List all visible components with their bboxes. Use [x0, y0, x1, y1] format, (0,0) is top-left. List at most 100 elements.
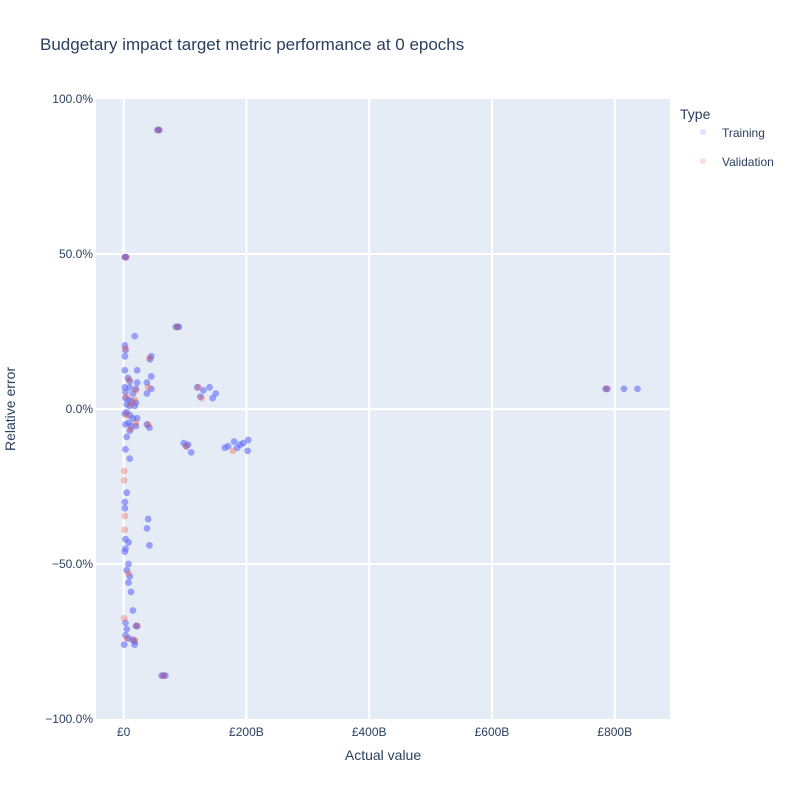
training-point: [123, 489, 131, 497]
legend-label-validation: Validation: [722, 155, 774, 169]
y-tick-label: 50.0%: [59, 247, 93, 261]
training-point: [122, 346, 129, 354]
training-point: [126, 377, 134, 385]
training-point: [133, 414, 141, 422]
training-point: [122, 388, 129, 396]
validation-point: [182, 442, 190, 450]
training-point: [175, 323, 183, 331]
validation-point: [120, 614, 128, 622]
x-axis-label: Actual value: [345, 747, 421, 763]
validation-point: [195, 383, 202, 391]
training-point: [187, 449, 195, 456]
training-point: [126, 573, 134, 580]
x-tick-label: £200B: [229, 725, 264, 739]
training-point: [133, 622, 141, 630]
training-point: [131, 332, 139, 340]
training-point: [126, 402, 134, 410]
training-point: [603, 385, 611, 393]
training-point: [143, 390, 151, 397]
training-point: [126, 427, 134, 435]
training-point: [161, 672, 169, 679]
training-point: [121, 498, 129, 506]
validation-point: [127, 425, 135, 433]
training-point: [131, 641, 139, 648]
training-point: [126, 455, 134, 462]
training-point: [133, 379, 141, 387]
training-point: [146, 424, 153, 431]
training-point: [634, 385, 641, 393]
training-point: [121, 352, 129, 360]
training-point: [200, 387, 207, 394]
legend-marker-training: [700, 129, 706, 135]
validation-point: [144, 421, 152, 428]
validation-point: [131, 396, 139, 404]
validation-point: [132, 387, 140, 394]
x-tick-label: £400B: [352, 725, 387, 739]
gridlines: [96, 99, 670, 719]
training-point: [122, 619, 129, 627]
training-point: [129, 607, 137, 614]
validation-point: [123, 635, 131, 642]
validation-point: [120, 476, 128, 484]
y-axis-label: Relative error: [2, 367, 18, 451]
training-point: [147, 385, 155, 393]
training-point: [230, 438, 238, 445]
validation-point: [122, 253, 129, 261]
y-tick-label: 100.0%: [52, 92, 93, 106]
training-point: [122, 421, 129, 428]
legend-marker-validation: [700, 158, 706, 164]
chart-title: Budgetary impact target metric performan…: [40, 35, 464, 54]
training-point: [146, 542, 153, 549]
training-point: [125, 560, 132, 568]
series-validation: [120, 126, 611, 679]
validation-point: [146, 354, 153, 362]
validation-point: [132, 419, 140, 427]
legend-item-training[interactable]: Training: [700, 126, 765, 140]
training-point: [125, 579, 132, 586]
training-point: [121, 504, 129, 512]
x-tick-label: £0: [117, 725, 131, 739]
training-point: [127, 588, 135, 596]
x-tick-label: £800B: [597, 725, 632, 739]
validation-point: [122, 393, 130, 400]
training-point: [123, 566, 131, 574]
training-point: [123, 433, 131, 441]
training-point: [196, 393, 204, 400]
legend: Type Training Validation: [680, 106, 774, 169]
training-point: [122, 545, 129, 552]
x-tick-label: £600B: [475, 725, 510, 739]
validation-point: [603, 385, 611, 393]
validation-point: [131, 636, 139, 644]
validation-point: [125, 376, 133, 383]
legend-title: Type: [680, 106, 711, 122]
y-tick-label: −50.0%: [52, 557, 93, 571]
validation-point: [198, 394, 205, 402]
training-point: [122, 445, 129, 453]
legend-item-validation[interactable]: Validation: [700, 155, 774, 169]
training-point: [193, 383, 201, 391]
y-tick-label: −100.0%: [45, 712, 93, 726]
training-point: [244, 447, 252, 455]
validation-point: [120, 467, 128, 475]
training-point: [133, 366, 141, 374]
validation-point: [173, 323, 181, 331]
validation-point: [160, 672, 167, 679]
training-point: [184, 441, 192, 449]
training-point: [122, 535, 129, 543]
training-point: [620, 385, 628, 393]
training-point: [224, 442, 232, 450]
validation-point: [125, 569, 132, 577]
validation-point: [123, 411, 131, 419]
y-tick-label: 0.0%: [66, 402, 94, 416]
training-point: [132, 422, 140, 430]
training-point: [129, 390, 137, 397]
training-point: [155, 126, 163, 134]
training-point: [146, 356, 154, 363]
validation-point: [127, 400, 135, 408]
validation-point: [122, 345, 129, 352]
validation-point: [144, 383, 152, 391]
validation-point: [121, 526, 129, 534]
training-point: [143, 524, 151, 532]
series-training: [120, 126, 641, 679]
